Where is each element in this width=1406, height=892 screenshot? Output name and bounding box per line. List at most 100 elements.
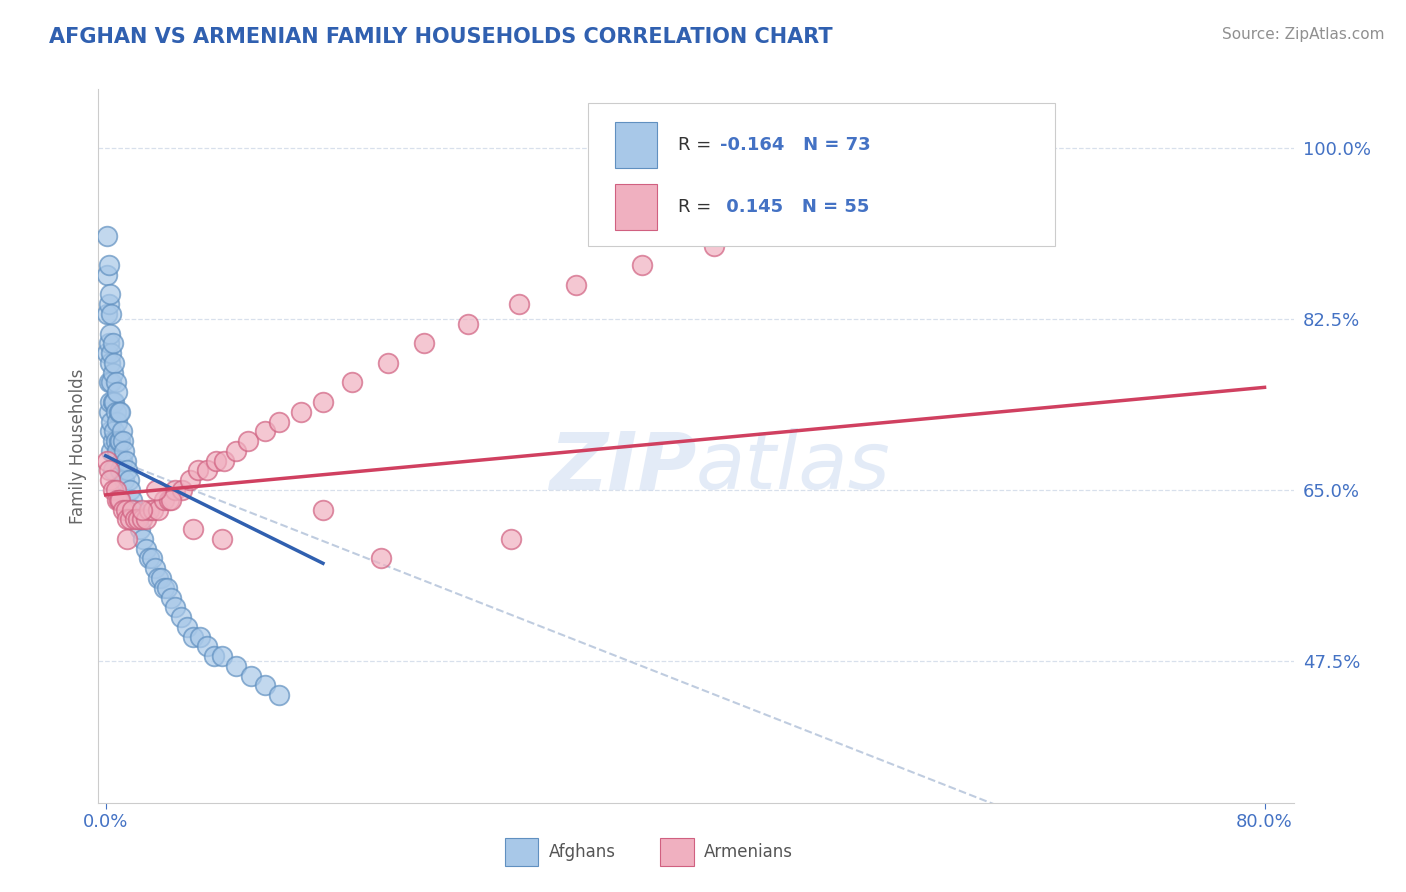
Point (717, 170, 740, 185)
Point (269, 688, 291, 702)
Point (98, 425, 121, 439)
Point (121, 492, 143, 507)
Point (188, 630, 211, 644)
Point (143, 561, 166, 575)
Point (211, 649, 233, 664)
Text: ZIP: ZIP (548, 428, 696, 507)
Text: R =: R = (678, 136, 717, 153)
Point (146, 571, 169, 585)
Point (204, 453, 226, 467)
Point (501, 532, 523, 546)
Point (97, 376, 120, 390)
Point (97, 405, 120, 419)
Text: Afghans: Afghans (548, 843, 616, 861)
Point (96, 228, 118, 243)
Point (160, 492, 183, 507)
Point (101, 434, 124, 449)
Point (103, 395, 125, 409)
Point (149, 571, 172, 585)
Point (127, 512, 149, 526)
Point (135, 512, 157, 526)
Point (101, 463, 124, 477)
Text: AFGHAN VS ARMENIAN FAMILY HOUSEHOLDS CORRELATION CHART: AFGHAN VS ARMENIAN FAMILY HOUSEHOLDS COR… (49, 27, 832, 46)
Point (97, 258, 120, 272)
Point (98, 395, 121, 409)
Text: atlas: atlas (696, 428, 891, 507)
Point (96, 268, 118, 282)
Point (236, 434, 259, 449)
Point (110, 425, 132, 439)
Point (145, 483, 167, 497)
Point (117, 463, 139, 477)
Point (112, 434, 135, 449)
Point (100, 307, 122, 321)
Bar (614, 121, 657, 168)
Point (103, 356, 125, 370)
Point (340, 376, 363, 390)
Point (312, 502, 335, 516)
Point (290, 405, 312, 419)
Point (104, 483, 127, 497)
Point (172, 483, 194, 497)
Point (105, 415, 128, 429)
Point (100, 415, 122, 429)
Point (170, 610, 193, 624)
Point (141, 551, 163, 566)
Point (181, 522, 204, 536)
Point (146, 502, 169, 516)
Point (96, 346, 118, 360)
Point (117, 512, 139, 526)
Point (100, 376, 122, 390)
Bar (614, 184, 657, 230)
Point (253, 678, 276, 692)
Point (165, 600, 187, 615)
Point (195, 463, 218, 477)
Point (181, 630, 204, 644)
Point (891, 200, 914, 214)
Point (202, 649, 225, 664)
Point (101, 336, 124, 351)
Point (96, 307, 118, 321)
Point (105, 492, 128, 507)
Point (269, 415, 291, 429)
Point (225, 659, 247, 673)
Point (630, 258, 652, 272)
Point (97, 336, 120, 351)
Text: R =: R = (678, 198, 717, 216)
Point (377, 356, 399, 370)
Point (101, 483, 124, 497)
Point (108, 463, 131, 477)
Point (160, 591, 183, 605)
Point (225, 443, 247, 458)
Bar (505, 838, 538, 865)
Point (457, 317, 479, 331)
Point (114, 473, 136, 487)
Point (138, 502, 160, 516)
Point (107, 492, 129, 507)
Point (565, 277, 588, 292)
Point (155, 581, 177, 595)
Point (124, 512, 146, 526)
Point (104, 434, 127, 449)
Point (118, 473, 141, 487)
Point (115, 453, 138, 467)
Point (239, 669, 262, 683)
Point (104, 376, 127, 390)
Point (121, 502, 143, 516)
Text: -0.164   N = 73: -0.164 N = 73 (720, 136, 870, 153)
Point (135, 541, 157, 556)
Text: 0.145   N = 55: 0.145 N = 55 (720, 198, 869, 216)
Point (129, 522, 152, 536)
Point (105, 443, 128, 458)
Point (127, 512, 149, 526)
Point (112, 502, 135, 516)
Point (187, 463, 209, 477)
Point (104, 405, 127, 419)
Point (97, 297, 120, 311)
Text: Source: ZipAtlas.com: Source: ZipAtlas.com (1222, 27, 1385, 42)
Y-axis label: Family Households: Family Households (69, 368, 87, 524)
Point (110, 453, 132, 467)
Point (508, 297, 530, 311)
Point (107, 405, 129, 419)
Point (214, 453, 236, 467)
